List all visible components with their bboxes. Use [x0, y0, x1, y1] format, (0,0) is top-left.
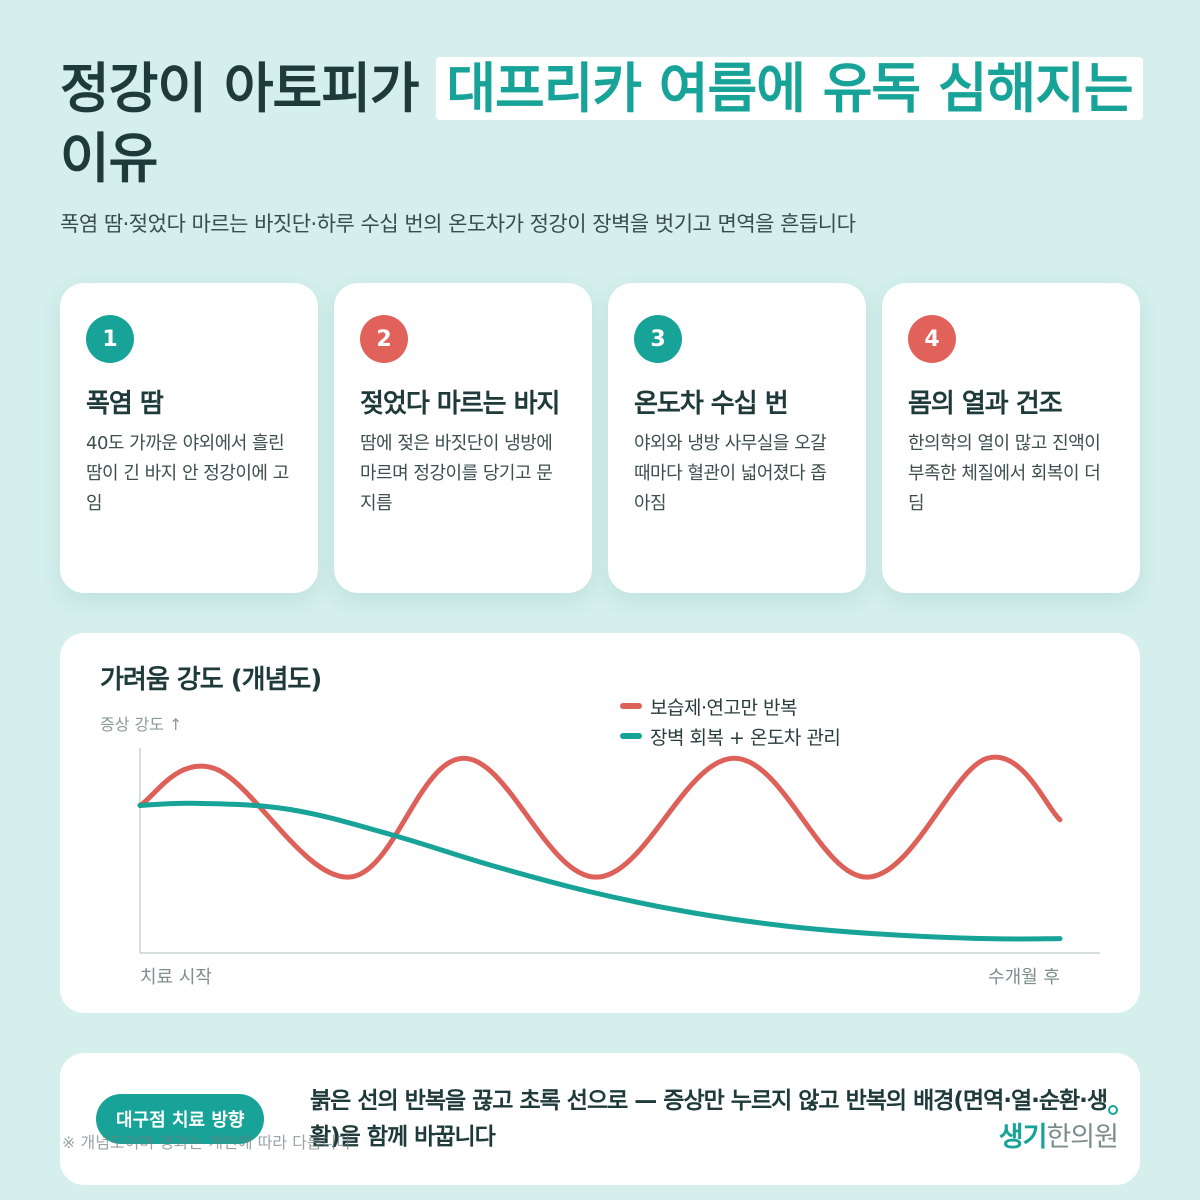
card-title: 몸의 열과 건조: [908, 389, 1063, 419]
card-description: 땀에 젖은 바짓단이 냉방에 마르며 정강이를 당기고 문지름: [360, 433, 553, 514]
cause-card-1: 1 폭염 땀 40도 가까운 야외에서 흘린 땀이 긴 바지 안 정강이에 고임: [60, 283, 318, 593]
x-axis-end-label: 수개월 후: [988, 967, 1060, 988]
series-line-moisturizer-only: [137, 754, 1063, 880]
cause-cards: 1 폭염 땀 40도 가까운 야외에서 흘린 땀이 긴 바지 안 정강이에 고임…: [60, 283, 1140, 593]
x-axis-start-label: 치료 시작: [140, 967, 212, 988]
cause-card-3: 3 온도차 수십 번 야외와 냉방 사무실을 오갈 때마다 혈관이 넓어졌다 좁…: [608, 283, 866, 593]
cause-card-2: 2 젖었다 마르는 바지 땀에 젖은 바짓단이 냉방에 마르며 정강이를 당기고…: [334, 283, 592, 593]
card-number-badge: 2: [360, 315, 408, 363]
legend-swatch-teal: [620, 733, 642, 739]
series-line-barrier-recovery: [137, 800, 1063, 942]
page-subtitle: 폭염 땀·젖었다 마르는 바짓단·하루 수십 번의 온도차가 정강이 장벽을 벗…: [60, 212, 856, 236]
card-title: 젖었다 마르는 바지: [360, 389, 560, 419]
card-number-badge: 4: [908, 315, 956, 363]
card-title: 온도차 수십 번: [634, 389, 789, 419]
y-axis-label: 증상 강도 ↑: [100, 715, 183, 734]
title-part2: 이유: [60, 127, 158, 190]
legend-label: 장벽 회복 + 온도차 관리: [650, 726, 841, 749]
legend-swatch-red: [620, 703, 642, 709]
legend-item-red: 보습제·연고만 반복: [620, 691, 840, 721]
logo-dot-icon: [1108, 1105, 1118, 1115]
itch-intensity-chart: [137, 748, 1100, 954]
summary-message: 붉은 선의 반복을 끊고 초록 선으로 — 증상만 누르지 않고 반복의 배경(…: [310, 1088, 1108, 1150]
chart-panel: 가려움 강도 (개념도) 증상 강도 ↑ 보습제·연고만 반복 장벽 회복 + …: [60, 633, 1140, 1013]
chart-legend: 보습제·연고만 반복 장벽 회복 + 온도차 관리: [620, 691, 841, 751]
card-number-badge: 3: [634, 315, 682, 363]
disclaimer-note: ※ 개념도이며 경과는 개인에 따라 다릅니다: [62, 1133, 352, 1152]
card-description: 한의학의 열이 많고 진액이 부족한 체질에서 회복이 더딤: [908, 433, 1101, 514]
cause-card-4: 4 몸의 열과 건조 한의학의 열이 많고 진액이 부족한 체질에서 회복이 더…: [882, 283, 1140, 593]
card-title: 폭염 땀: [86, 389, 164, 419]
page-title: 정강이 아토피가 대프리카 여름에 유독 심해지는 이유: [60, 54, 1150, 194]
card-description: 40도 가까운 야외에서 흘린 땀이 긴 바지 안 정강이에 고임: [86, 433, 289, 514]
logo-text-part2: 한의원: [1046, 1122, 1119, 1153]
series-layer: [137, 754, 1063, 942]
card-number-badge: 1: [86, 315, 134, 363]
title-part1: 정강이 아토피가: [60, 57, 437, 120]
logo-text-part1: 생기: [998, 1122, 1048, 1153]
branch-direction-badge: 대구점 치료 방향: [96, 1094, 265, 1144]
card-description: 야외와 냉방 사무실을 오갈 때마다 혈관이 넓어졌다 좁아짐: [634, 433, 827, 514]
treatment-summary: 대구점 치료 방향 붉은 선의 반복을 끊고 초록 선으로 — 증상만 누르지 …: [60, 1053, 1140, 1185]
clinic-logo: 생기한의원: [998, 1105, 1119, 1154]
title-highlight: 대프리카 여름에 유독 심해지는: [436, 57, 1143, 120]
chart-title: 가려움 강도 (개념도): [100, 665, 322, 695]
legend-item-teal: 장벽 회복 + 온도차 관리: [620, 721, 841, 751]
legend-label: 보습제·연고만 반복: [650, 696, 797, 719]
